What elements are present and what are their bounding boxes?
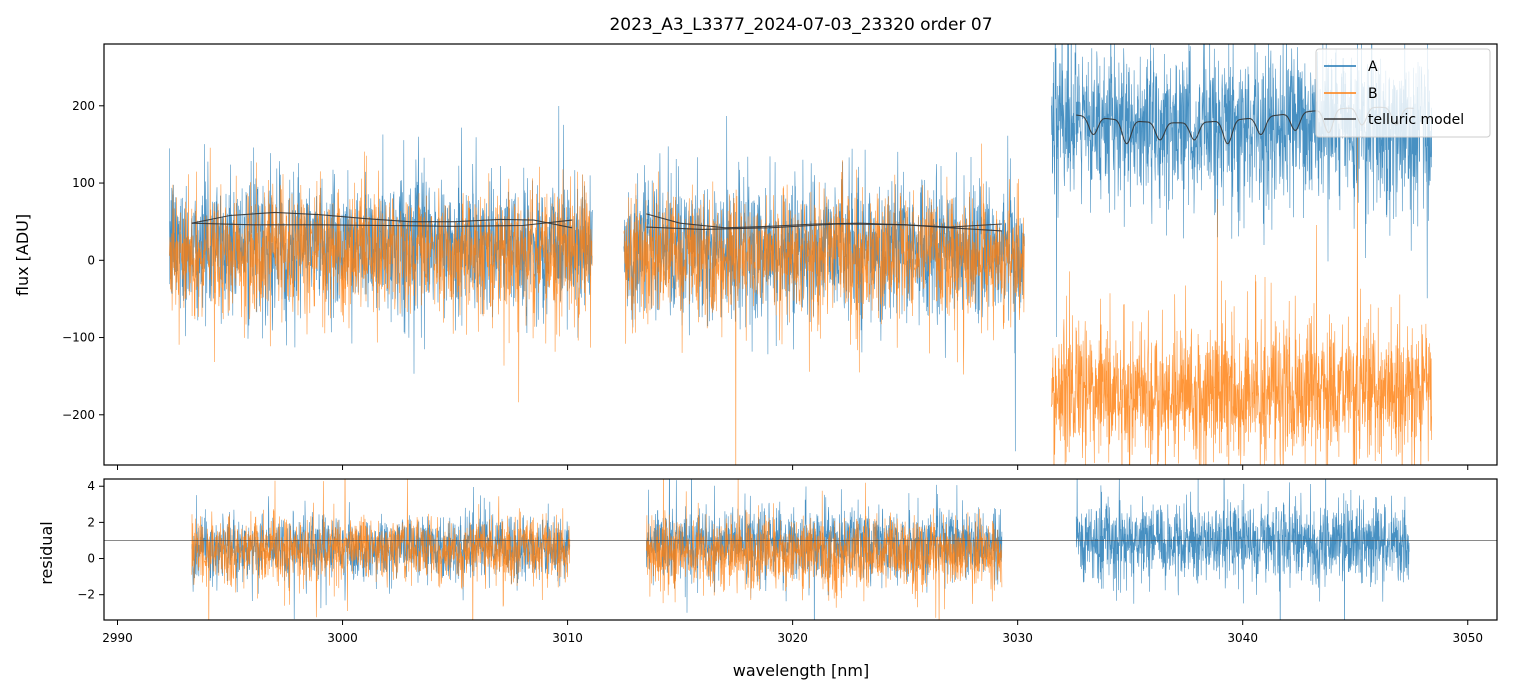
chart-title: 2023_A3_L3377_2024-07-03_23320 order 07: [609, 15, 992, 35]
residual-xtick-label: 3040: [1227, 631, 1258, 645]
residual-ytick-label: 2: [87, 515, 95, 529]
legend: A B telluric model: [1315, 48, 1491, 138]
residual-ytick-label: 0: [87, 552, 95, 566]
flux-ytick-label: 200: [72, 99, 95, 113]
residual-ytick-label: 4: [87, 479, 95, 493]
residual-axes-frame: [103, 478, 1498, 621]
flux-panel: −200 −100 0 100 200 flux [ADU] A B telluric …: [13, 43, 1498, 470]
flux-ytick-label: −200: [62, 408, 95, 422]
flux-series-a-segment-2: [623, 115, 1025, 452]
flux-plot-area: [169, 44, 1432, 465]
residual-series-b-segment-1: [191, 479, 571, 620]
residual-plot-area: [104, 479, 1497, 620]
residual-series-b-segment-2: [646, 479, 1003, 620]
residual-xlabel: wavelength [nm]: [733, 661, 870, 680]
flux-series-b-segment-1: [169, 147, 593, 403]
residual-xtick-label: 3000: [327, 631, 358, 645]
residual-xtick-label: 3050: [1452, 631, 1483, 645]
residual-ytick-label: −2: [77, 588, 95, 602]
telluric-model-segment-1: [191, 211, 573, 229]
flux-ylabel: flux [ADU]: [13, 214, 32, 296]
flux-ytick-label: 0: [87, 253, 95, 267]
flux-axes-frame: [103, 43, 1498, 466]
residual-ylabel: residual: [37, 521, 56, 584]
flux-ytick-label: −100: [62, 331, 95, 345]
residual-xtick-label: 3010: [552, 631, 583, 645]
flux-series-b-segment-3: [1051, 137, 1432, 465]
residual-panel: 2990 3000 3010 3020 3030 3040 3050 −2 0 2 4 residu…: [37, 478, 1498, 680]
telluric-model-segment-2: [191, 219, 573, 227]
legend-label-b: B: [1368, 86, 1378, 102]
legend-box: [1315, 48, 1491, 138]
flux-ticks: −200 −100 0 100 200: [62, 99, 1469, 470]
legend-label-model: telluric model: [1368, 112, 1464, 128]
flux-series-b-segment-2: [623, 143, 1025, 465]
flux-ytick-label: 100: [72, 176, 95, 190]
residual-series-a-segment-3: [1075, 479, 1410, 620]
residual-xtick-label: 3030: [1002, 631, 1033, 645]
residual-ticks: 2990 3000 3010 3020 3030 3040 3050 −2 0 2 4: [77, 479, 1483, 645]
residual-xtick-label: 2990: [102, 631, 133, 645]
telluric-model-segment-4: [646, 223, 1002, 230]
residual-xtick-label: 3020: [777, 631, 808, 645]
legend-label-a: A: [1368, 59, 1378, 75]
